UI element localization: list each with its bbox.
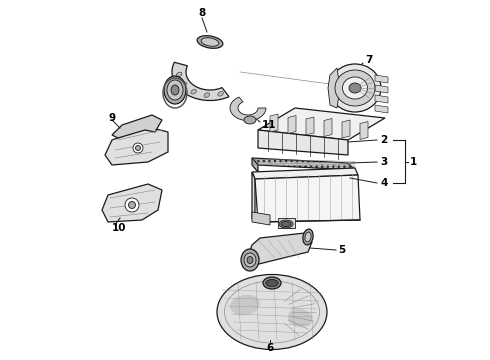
Ellipse shape [167,80,183,100]
Text: 11: 11 [262,120,276,130]
Polygon shape [258,108,385,140]
Ellipse shape [230,295,260,315]
Ellipse shape [263,277,281,289]
Text: 8: 8 [198,8,206,18]
Polygon shape [375,85,388,93]
Ellipse shape [244,116,256,124]
Polygon shape [375,75,388,83]
Ellipse shape [303,229,313,245]
Text: 4: 4 [380,178,388,188]
Ellipse shape [204,93,210,98]
Ellipse shape [218,91,223,96]
Ellipse shape [171,85,179,95]
Ellipse shape [176,72,182,77]
Polygon shape [342,120,350,138]
Ellipse shape [349,83,361,93]
Text: 6: 6 [267,343,273,353]
Ellipse shape [191,89,196,94]
Ellipse shape [335,70,375,106]
Polygon shape [172,62,229,100]
Ellipse shape [181,82,187,87]
Polygon shape [112,115,162,138]
Ellipse shape [201,38,219,46]
Polygon shape [258,130,348,155]
Polygon shape [324,118,332,136]
Polygon shape [102,184,162,222]
Polygon shape [105,127,168,165]
Polygon shape [252,158,258,172]
Polygon shape [230,97,266,121]
Polygon shape [288,116,296,134]
Ellipse shape [279,220,293,228]
Text: 3: 3 [380,157,387,167]
Polygon shape [248,233,312,265]
Ellipse shape [241,249,259,271]
Polygon shape [328,68,340,108]
Polygon shape [278,218,295,228]
Ellipse shape [266,279,278,287]
Polygon shape [306,117,314,135]
Ellipse shape [197,36,223,48]
Polygon shape [252,212,270,225]
Ellipse shape [281,221,291,226]
Polygon shape [270,114,278,132]
Text: 1: 1 [410,157,417,167]
Text: 7: 7 [365,55,372,65]
Polygon shape [252,172,255,218]
Ellipse shape [343,77,368,99]
Ellipse shape [217,274,327,350]
Ellipse shape [128,202,136,208]
Text: 5: 5 [338,245,345,255]
Ellipse shape [247,256,253,264]
Text: 2: 2 [380,135,387,145]
Polygon shape [255,175,360,222]
Ellipse shape [164,76,186,104]
Ellipse shape [133,143,143,153]
Polygon shape [252,168,358,179]
Text: 9: 9 [108,113,115,123]
Ellipse shape [305,232,311,242]
Polygon shape [360,122,368,139]
Ellipse shape [244,253,256,267]
Ellipse shape [288,309,313,327]
Polygon shape [375,95,388,103]
Polygon shape [375,105,388,113]
Ellipse shape [329,64,381,112]
Ellipse shape [125,198,139,212]
Text: 10: 10 [112,223,126,233]
Polygon shape [252,158,355,170]
Ellipse shape [136,145,141,150]
